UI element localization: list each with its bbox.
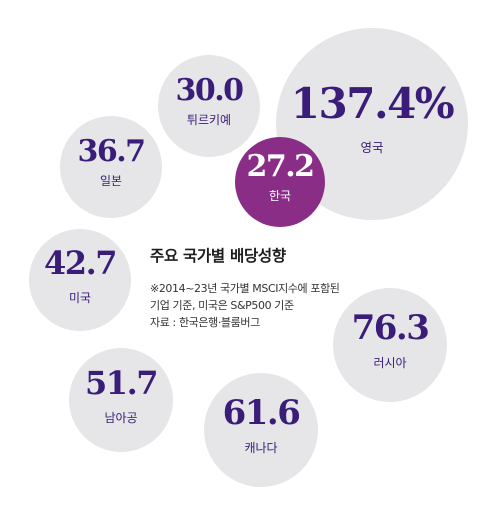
bubble-circle [333, 288, 447, 402]
bubble-country-label: 영국 [360, 140, 383, 155]
bubble-circle [204, 373, 318, 487]
bubble-value-label: 76.3 [352, 308, 429, 348]
bubble-1: 30.0 튀르키예 [158, 55, 260, 157]
bubble-value-label: 30.0 [175, 73, 243, 108]
bubble-circle [69, 348, 173, 452]
bubble-circle [158, 55, 260, 157]
chart-legend-block: 주요 국가별 배당성향 ※2014~23년 국가별 MSCI지수에 포함된 기업… [150, 244, 360, 331]
bubble-country-label: 튀르키예 [187, 113, 231, 127]
bubble-circle [235, 137, 325, 227]
bubble-7: 61.6 캐나다 [204, 373, 318, 487]
bubble-country-label: 남아공 [104, 411, 137, 425]
bubble-0: 137.4% 영국 [276, 28, 468, 220]
bubble-circle [60, 116, 162, 218]
bubble-4: 42.7 미국 [29, 229, 131, 331]
bubble-6: 51.7 남아공 [69, 348, 173, 452]
bubble-value-label: 27.2 [246, 149, 313, 184]
bubble-country-label: 캐나다 [244, 441, 277, 455]
bubble-country-label: 미국 [69, 291, 91, 305]
bubble-circle [276, 28, 468, 220]
bubble-country-label: 한국 [269, 189, 291, 203]
bubble-value-label: 36.7 [77, 134, 144, 169]
bubble-value-label: 51.7 [85, 364, 157, 402]
bubble-value-label: 42.7 [44, 244, 116, 282]
chart-title: 주요 국가별 배당성향 [150, 247, 286, 265]
bubble-2: 36.7 일본 [60, 116, 162, 218]
bubble-value-label: 61.6 [223, 393, 300, 433]
bubble-value-label: 137.4% [291, 79, 454, 128]
bubble-5: 76.3 러시아 [333, 288, 447, 402]
bubble-country-label: 러시아 [373, 356, 406, 370]
bubble-3: 27.2 한국 [235, 137, 325, 227]
note-line-2: 기업 기준, 미국은 S&P500 기준 [150, 299, 294, 312]
bubble-country-label: 일본 [100, 174, 122, 188]
note-line-1: ※2014~23년 국가별 MSCI지수에 포함된 [150, 282, 340, 295]
bubble-circle [29, 229, 131, 331]
source-line: 자료 : 한국은행·블룸버그 [150, 316, 260, 329]
